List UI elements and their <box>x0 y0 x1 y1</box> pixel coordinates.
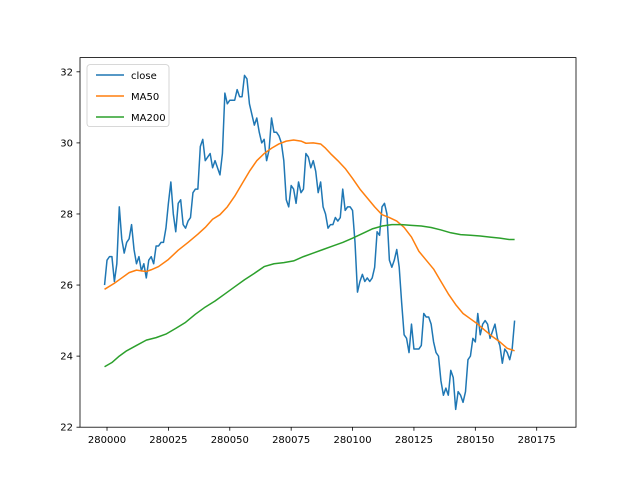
y-tick-label: 28 <box>60 209 73 220</box>
x-tick-label: 280125 <box>395 435 433 446</box>
series-line-ma50 <box>104 139 515 352</box>
legend-label-ma50: MA50 <box>131 92 159 103</box>
legend-label-close: close <box>131 71 157 82</box>
x-tick-label: 280175 <box>518 435 556 446</box>
x-tick-label: 280000 <box>88 435 126 446</box>
x-tick-label: 280050 <box>211 435 249 446</box>
x-axis: 280000 280025 280050 280075 280100 280125 2801… <box>88 427 556 446</box>
plot-frame <box>79 57 577 428</box>
y-tick-label: 32 <box>60 67 73 78</box>
y-tick-label: 26 <box>60 281 73 292</box>
x-tick-label: 280075 <box>272 435 310 446</box>
legend: close MA50 MA200 <box>86 64 170 127</box>
legend-box <box>86 64 170 127</box>
x-tick-label: 280150 <box>456 435 494 446</box>
legend-label-ma200: MA200 <box>131 113 166 124</box>
x-tick-label: 280100 <box>333 435 371 446</box>
y-axis: 22 24 26 28 30 32 <box>60 67 80 434</box>
series-lines <box>103 74 516 411</box>
series-line-close <box>103 74 516 411</box>
y-tick-label: 30 <box>60 138 73 149</box>
y-tick-label: 24 <box>60 352 73 363</box>
y-tick-label: 22 <box>60 423 73 434</box>
x-tick-label: 280025 <box>149 435 187 446</box>
series-line-ma200 <box>104 223 515 368</box>
